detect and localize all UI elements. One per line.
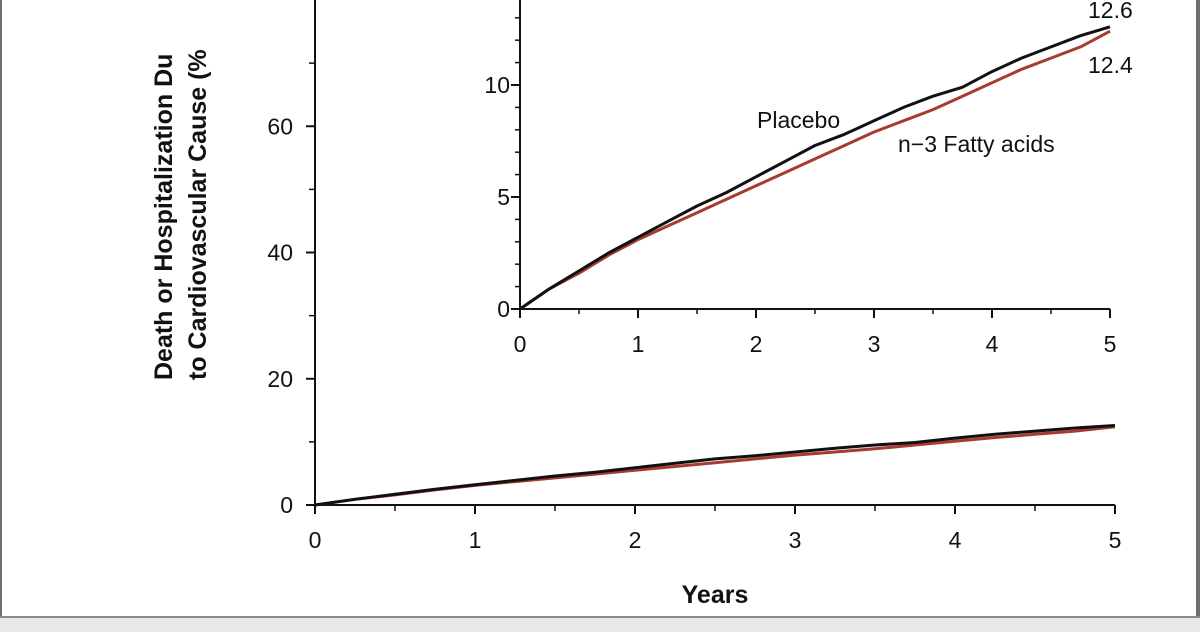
x-tick-label: 3 <box>868 331 881 357</box>
placebo-series-line <box>519 25 1111 311</box>
fatty-acids-label: n−3 Fatty acids <box>898 131 1055 157</box>
placebo-label: Placebo <box>757 107 840 133</box>
x-tick-label: 2 <box>629 527 642 553</box>
fatty-acids-end-value: 12.4 <box>1088 52 1133 78</box>
y-tick-label: 0 <box>280 492 293 518</box>
x-tick-label: 4 <box>986 331 999 357</box>
frame-left-border <box>0 0 2 618</box>
x-tick-label: 0 <box>514 331 527 357</box>
x-tick-label: 0 <box>309 527 322 553</box>
bottom-strip <box>0 616 1200 632</box>
y-tick-label: 5 <box>497 184 510 210</box>
y-tick-label: 60 <box>267 113 293 139</box>
y-axis-label-line2: to Cardiovascular Cause (% <box>184 49 212 380</box>
y-tick-label: 20 <box>267 366 293 392</box>
y-tick-label: 0 <box>497 296 510 322</box>
y-axis-label-line1: Death or Hospitalization Du <box>150 54 178 380</box>
inset-plot-area: 0 1 2 3 4 5 0 5 10 <box>484 0 1116 357</box>
x-axis-label: Years <box>682 581 749 609</box>
y-tick-label: 10 <box>484 72 510 98</box>
fatty-acids-series-line <box>314 425 1116 507</box>
x-tick-label: 1 <box>469 527 482 553</box>
x-tick-label: 5 <box>1109 527 1122 553</box>
placebo-end-value: 12.6 <box>1088 0 1133 23</box>
x-tick-label: 2 <box>750 331 763 357</box>
fatty-acids-series-line <box>519 29 1111 311</box>
x-tick-label: 5 <box>1104 331 1117 357</box>
y-tick-label: 40 <box>267 240 293 266</box>
frame-right-border <box>1196 0 1200 618</box>
x-tick-label: 4 <box>949 527 962 553</box>
x-tick-label: 1 <box>632 331 645 357</box>
placebo-series-line <box>314 424 1116 507</box>
x-tick-label: 3 <box>789 527 802 553</box>
